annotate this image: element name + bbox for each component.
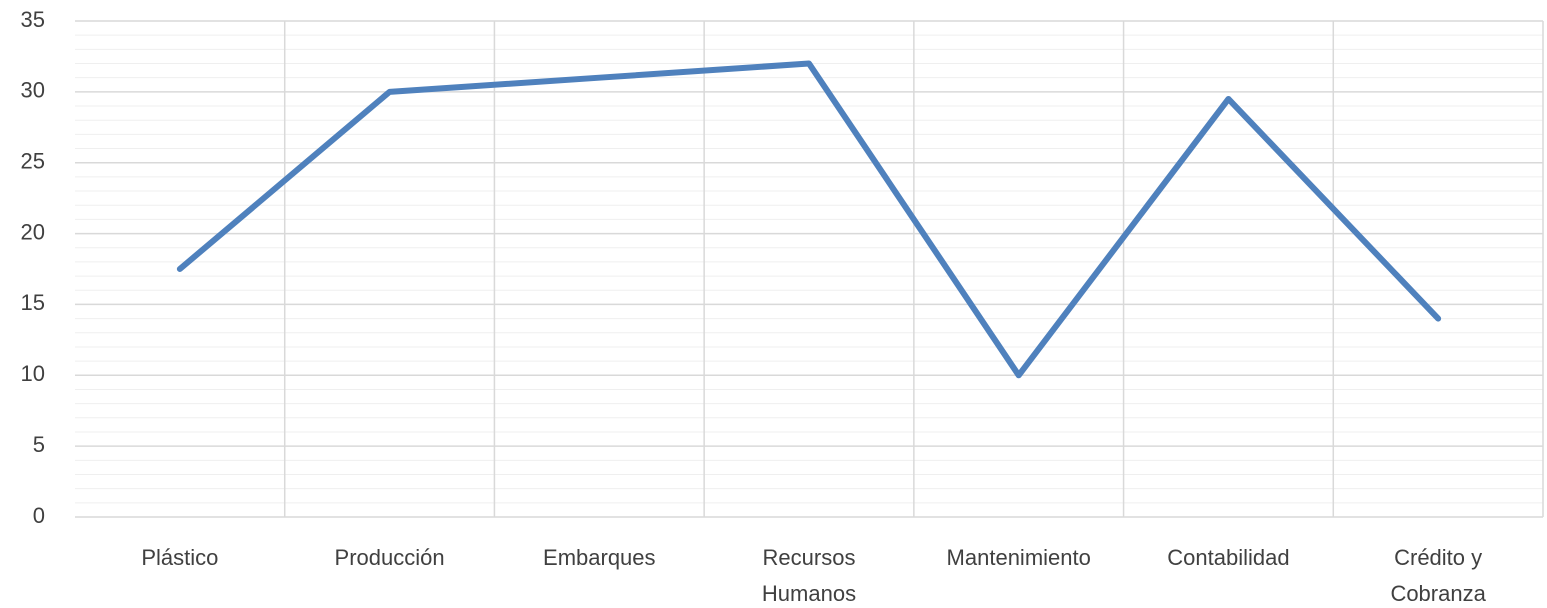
y-tick-label: 35 bbox=[21, 7, 45, 32]
y-tick-label: 0 bbox=[33, 503, 45, 528]
y-tick-label: 25 bbox=[21, 149, 45, 174]
y-tick-label: 30 bbox=[21, 78, 45, 103]
y-tick-label: 15 bbox=[21, 290, 45, 315]
y-tick-label: 10 bbox=[21, 361, 45, 386]
y-tick-label: 5 bbox=[33, 432, 45, 457]
x-tick-label: Recursos Humanos bbox=[761, 545, 857, 606]
x-tick-label: Contabilidad bbox=[1167, 545, 1290, 570]
x-tick-label: Producción bbox=[334, 545, 445, 570]
y-tick-label: 20 bbox=[21, 219, 45, 244]
x-tick-label: Plástico bbox=[141, 545, 219, 570]
line-series bbox=[176, 60, 1442, 379]
x-tick-label: Crédito y Cobranza bbox=[1390, 545, 1486, 606]
x-tick-label: Embarques bbox=[543, 545, 656, 570]
x-tick-label: Mantenimiento bbox=[946, 545, 1091, 570]
